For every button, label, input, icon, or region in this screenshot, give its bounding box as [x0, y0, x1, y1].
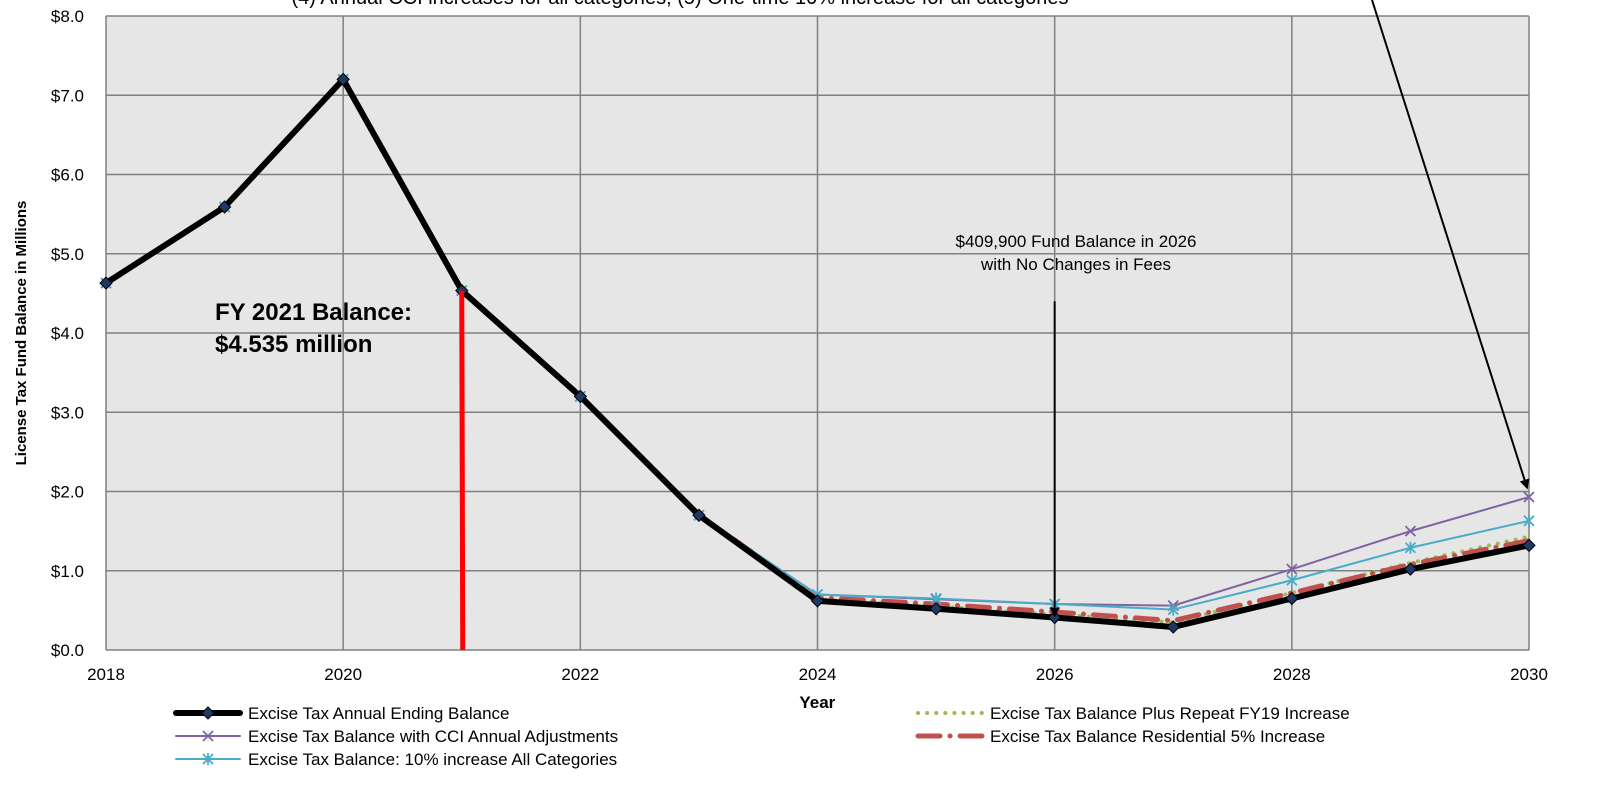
x-tick-label: 2020	[324, 665, 362, 684]
y-axis-title: License Tax Fund Balance in Millions	[13, 201, 30, 466]
data-point-star	[1523, 514, 1535, 527]
legend-label: Excise Tax Balance Plus Repeat FY19 Incr…	[990, 704, 1350, 723]
fy2021-marker-line	[459, 290, 466, 651]
y-tick-label: $4.0	[51, 324, 84, 343]
legend-label: Excise Tax Balance with CCI Annual Adjus…	[248, 727, 618, 746]
legend-item-4: Excise Tax Balance Residential 5% Increa…	[915, 727, 1325, 746]
data-point-x	[202, 730, 214, 742]
y-tick-label: $3.0	[51, 403, 84, 422]
y-tick-label: $8.0	[51, 7, 84, 26]
data-point-star	[1167, 603, 1179, 616]
x-tick-label: 2028	[1273, 665, 1311, 684]
x-tick-label: 2022	[561, 665, 599, 684]
y-tick-label: $2.0	[51, 483, 84, 502]
data-point-diamond	[201, 706, 215, 720]
data-point-star	[1404, 541, 1417, 554]
y-tick-label: $0.0	[51, 641, 84, 660]
data-point-star	[202, 753, 214, 765]
fund2026-annotation-line2: with No Changes in Fees	[980, 255, 1171, 274]
arrow-2030	[1371, 0, 1530, 490]
legend-label: Excise Tax Balance: 10% increase All Cat…	[248, 750, 617, 769]
series-0	[99, 72, 1536, 634]
data-point-diamond	[1522, 538, 1536, 553]
y-tick-label: $7.0	[51, 86, 84, 105]
data-point-diamond	[336, 72, 350, 87]
data-point-x	[1523, 491, 1535, 503]
y-tick-label: $5.0	[51, 245, 84, 264]
legend-item-3: Excise Tax Balance Plus Repeat FY19 Incr…	[916, 704, 1350, 723]
legend-item-0: Excise Tax Annual Ending Balance	[173, 704, 509, 723]
y-tick-label: $6.0	[51, 166, 84, 185]
legend-label: Excise Tax Balance Residential 5% Increa…	[990, 727, 1325, 746]
x-axis-title: Year	[799, 693, 835, 712]
x-tick-label: 2030	[1510, 665, 1548, 684]
x-tick-label: 2018	[87, 665, 125, 684]
legend-label: Excise Tax Annual Ending Balance	[248, 704, 509, 723]
chart-title-fragment: (4) Annual CCI increases for all categor…	[291, 0, 1068, 9]
data-point-diamond	[810, 594, 825, 608]
data-point-x	[1404, 525, 1417, 537]
data-point-diamond	[1403, 562, 1418, 576]
data-point-diamond	[1166, 620, 1180, 634]
fund2026-annotation-line1: $409,900 Fund Balance in 2026	[955, 232, 1196, 251]
y-tick-label: $1.0	[51, 562, 84, 581]
data-point-diamond	[929, 602, 943, 616]
data-point-diamond	[217, 200, 232, 214]
fy2021-annotation-line2: $4.535 million	[215, 331, 372, 358]
data-point-diamond	[692, 508, 706, 522]
x-tick-label: 2024	[799, 665, 837, 684]
x-tick-label: 2026	[1036, 665, 1074, 684]
data-point-diamond	[573, 389, 588, 404]
data-point-x	[1286, 563, 1298, 575]
legend-item-1: Excise Tax Balance with CCI Annual Adjus…	[175, 727, 618, 746]
data-point-diamond	[1285, 591, 1299, 606]
fy2021-annotation-line1: FY 2021 Balance:	[215, 299, 412, 326]
data-point-diamond	[99, 276, 113, 290]
data-point-star	[1286, 574, 1298, 587]
legend-item-2: Excise Tax Balance: 10% increase All Cat…	[175, 750, 617, 769]
